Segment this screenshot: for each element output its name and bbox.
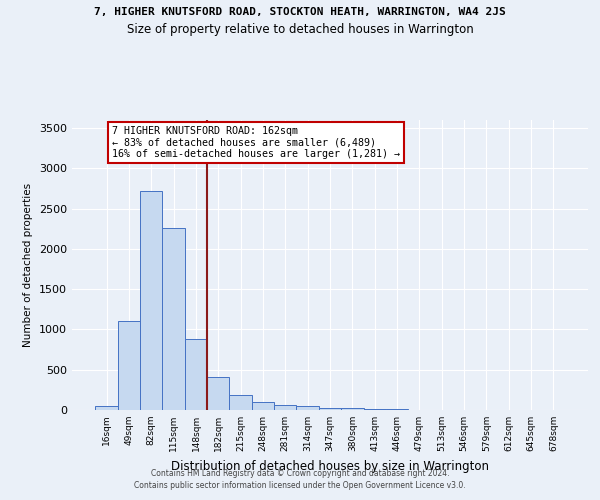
Text: 7 HIGHER KNUTSFORD ROAD: 162sqm
← 83% of detached houses are smaller (6,489)
16%: 7 HIGHER KNUTSFORD ROAD: 162sqm ← 83% of…: [112, 126, 400, 159]
X-axis label: Distribution of detached houses by size in Warrington: Distribution of detached houses by size …: [171, 460, 489, 472]
Bar: [163, 228, 185, 410]
Text: 7, HIGHER KNUTSFORD ROAD, STOCKTON HEATH, WARRINGTON, WA4 2JS: 7, HIGHER KNUTSFORD ROAD, STOCKTON HEATH…: [94, 8, 506, 18]
Bar: [95, 406, 118, 410]
Bar: [319, 408, 341, 410]
Bar: [386, 409, 408, 410]
Text: Contains public sector information licensed under the Open Government Licence v3: Contains public sector information licen…: [134, 481, 466, 490]
Bar: [185, 339, 207, 410]
Bar: [207, 376, 229, 410]
Bar: [229, 395, 252, 410]
Y-axis label: Number of detached properties: Number of detached properties: [23, 183, 34, 347]
Bar: [252, 402, 274, 410]
Bar: [118, 322, 140, 410]
Text: Size of property relative to detached houses in Warrington: Size of property relative to detached ho…: [127, 22, 473, 36]
Bar: [341, 408, 364, 410]
Bar: [364, 409, 386, 410]
Bar: [296, 406, 319, 410]
Bar: [140, 191, 163, 410]
Bar: [274, 405, 296, 410]
Text: Contains HM Land Registry data © Crown copyright and database right 2024.: Contains HM Land Registry data © Crown c…: [151, 468, 449, 477]
